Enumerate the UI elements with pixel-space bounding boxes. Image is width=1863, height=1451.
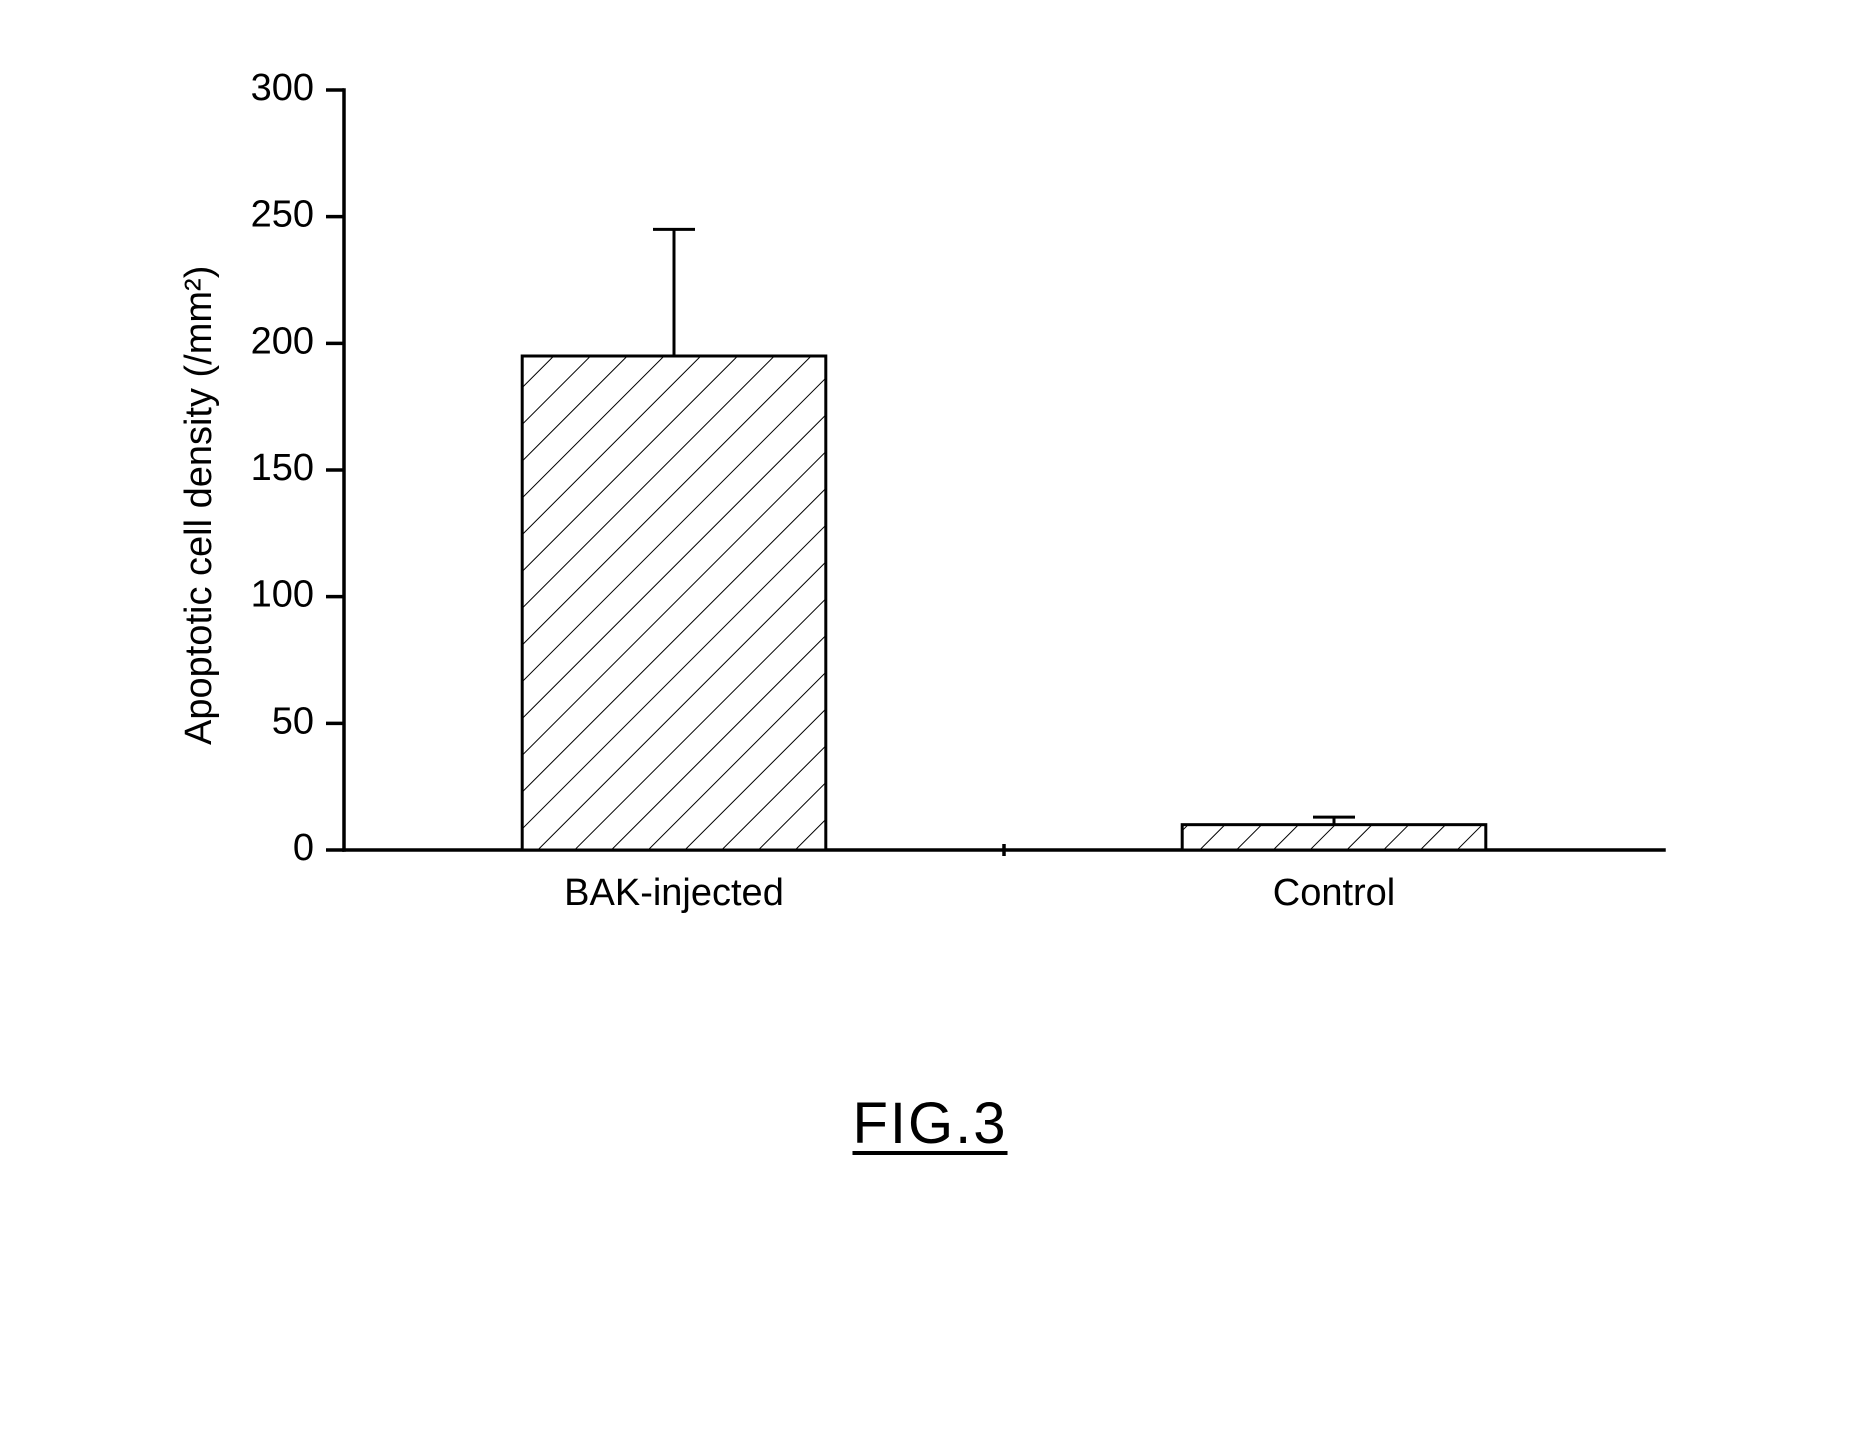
figure-caption-row: FIG.3: [180, 1090, 1680, 1157]
svg-text:300: 300: [251, 67, 314, 109]
svg-text:150: 150: [251, 447, 314, 489]
y-axis-label: Apoptotic cell density (/mm²): [180, 125, 218, 885]
svg-text:Control: Control: [1273, 872, 1396, 914]
bar-chart: 0 50 100 150 200 250 300 BAK-injected Control: [224, 60, 1704, 950]
figure-caption: FIG.3: [852, 1090, 1007, 1157]
chart-row: Apoptotic cell density (/mm²) 0 50 100 150 2…: [180, 60, 1680, 950]
svg-text:250: 250: [251, 194, 314, 236]
svg-text:BAK-injected: BAK-injected: [564, 872, 784, 914]
plot-column: 0 50 100 150 200 250 300 BAK-injected Control: [224, 60, 1704, 950]
svg-text:200: 200: [251, 320, 314, 362]
svg-text:100: 100: [251, 574, 314, 616]
svg-text:50: 50: [272, 700, 314, 742]
figure: Apoptotic cell density (/mm²) 0 50 100 150 2…: [180, 60, 1680, 1157]
svg-text:0: 0: [293, 827, 314, 869]
